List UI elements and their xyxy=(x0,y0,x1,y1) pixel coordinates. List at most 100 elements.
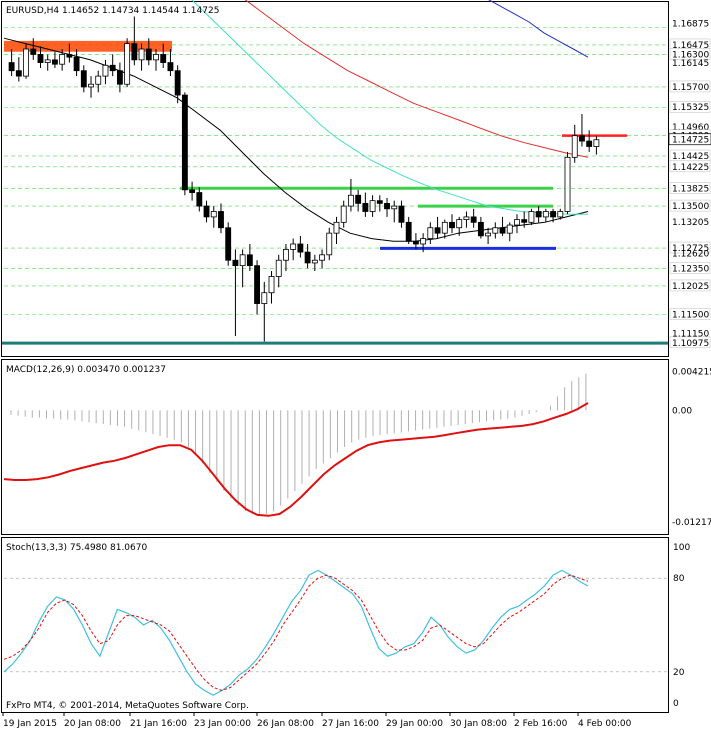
candle[interactable] xyxy=(30,38,37,60)
candle[interactable] xyxy=(145,38,152,66)
candle[interactable] xyxy=(160,43,167,68)
candle[interactable] xyxy=(340,200,347,228)
candle[interactable] xyxy=(8,49,15,77)
candle[interactable] xyxy=(37,46,44,68)
candle[interactable] xyxy=(355,189,362,212)
candle[interactable] xyxy=(441,219,448,239)
candle[interactable] xyxy=(514,214,520,234)
candle[interactable] xyxy=(52,51,58,68)
price-axis-label: 1.16875 xyxy=(672,19,709,29)
candle[interactable] xyxy=(535,206,542,223)
candle[interactable] xyxy=(420,233,427,253)
candle[interactable] xyxy=(124,38,131,87)
candle[interactable] xyxy=(254,260,260,315)
stoch-axis-label: 80 xyxy=(673,574,685,584)
candle[interactable] xyxy=(116,62,123,93)
candle-body xyxy=(109,64,116,72)
candle[interactable] xyxy=(384,197,390,217)
candle[interactable] xyxy=(456,216,463,236)
candle[interactable] xyxy=(398,200,405,228)
candle[interactable] xyxy=(203,200,210,223)
candle[interactable] xyxy=(167,49,174,77)
candle-body xyxy=(550,211,556,218)
candle[interactable] xyxy=(15,57,22,82)
candle[interactable] xyxy=(102,59,109,85)
candle[interactable] xyxy=(304,243,311,269)
candle[interactable] xyxy=(369,195,376,217)
candle[interactable] xyxy=(181,92,188,196)
candle[interactable] xyxy=(210,206,217,228)
candle[interactable] xyxy=(376,195,383,212)
candle-body xyxy=(138,48,145,61)
candle[interactable] xyxy=(232,249,239,337)
candle[interactable] xyxy=(311,254,318,272)
price-axis-label-box xyxy=(669,336,711,349)
candle[interactable] xyxy=(131,16,138,66)
candle[interactable] xyxy=(427,222,434,244)
candle[interactable] xyxy=(521,211,528,228)
candle-body xyxy=(492,227,499,234)
candle[interactable] xyxy=(196,187,203,212)
candle[interactable] xyxy=(557,208,564,220)
candle[interactable] xyxy=(477,216,484,239)
candle[interactable] xyxy=(550,208,556,223)
candle[interactable] xyxy=(246,243,253,272)
candle[interactable] xyxy=(189,181,196,201)
candle[interactable] xyxy=(506,222,513,242)
candle[interactable] xyxy=(174,65,181,104)
candle[interactable] xyxy=(586,130,593,152)
candle[interactable] xyxy=(347,179,354,212)
candle[interactable] xyxy=(579,114,585,147)
candle-body xyxy=(528,211,535,223)
candle-body xyxy=(571,135,578,158)
candle-body xyxy=(420,238,427,245)
candle[interactable] xyxy=(485,227,492,244)
candle[interactable] xyxy=(275,254,282,288)
candle[interactable] xyxy=(218,203,224,234)
price-axis-label: 1.12025 xyxy=(669,279,711,292)
candle[interactable] xyxy=(80,65,87,93)
candle[interactable] xyxy=(44,54,51,71)
candle[interactable] xyxy=(326,227,333,261)
candle[interactable] xyxy=(434,216,441,239)
candle[interactable] xyxy=(571,124,578,163)
candle[interactable] xyxy=(405,216,412,244)
candle[interactable] xyxy=(528,208,535,226)
candles[interactable] xyxy=(8,16,600,342)
candle[interactable] xyxy=(319,249,325,269)
candle[interactable] xyxy=(261,281,268,342)
candle[interactable] xyxy=(88,76,94,98)
price-axis-label: 1.12350 xyxy=(669,262,711,274)
candle[interactable] xyxy=(492,222,499,239)
candle[interactable] xyxy=(297,235,304,258)
candle[interactable] xyxy=(268,271,275,304)
candle[interactable] xyxy=(564,151,571,215)
candle[interactable] xyxy=(239,249,246,288)
price-axis-text: 1.16300 xyxy=(672,50,709,60)
candle[interactable] xyxy=(95,70,102,93)
candle[interactable] xyxy=(283,243,289,272)
candle[interactable] xyxy=(499,216,506,236)
candle[interactable] xyxy=(138,43,145,71)
candle[interactable] xyxy=(391,200,398,223)
candle[interactable] xyxy=(23,43,29,79)
candle[interactable] xyxy=(225,222,232,266)
candle[interactable] xyxy=(290,238,297,261)
candle[interactable] xyxy=(362,192,369,217)
candle-body xyxy=(542,211,549,218)
candle[interactable] xyxy=(109,54,116,77)
candle[interactable] xyxy=(153,49,159,71)
candle[interactable] xyxy=(333,216,340,244)
candle[interactable] xyxy=(463,211,470,228)
candle[interactable] xyxy=(593,135,600,155)
candle[interactable] xyxy=(412,233,419,250)
stoch-signal-line xyxy=(3,574,589,692)
candle[interactable] xyxy=(542,208,549,223)
candle[interactable] xyxy=(66,43,73,63)
candle-body xyxy=(275,259,282,277)
candle[interactable] xyxy=(449,214,455,234)
candle[interactable] xyxy=(59,49,66,71)
candle[interactable] xyxy=(470,208,477,228)
candle[interactable] xyxy=(73,49,80,77)
